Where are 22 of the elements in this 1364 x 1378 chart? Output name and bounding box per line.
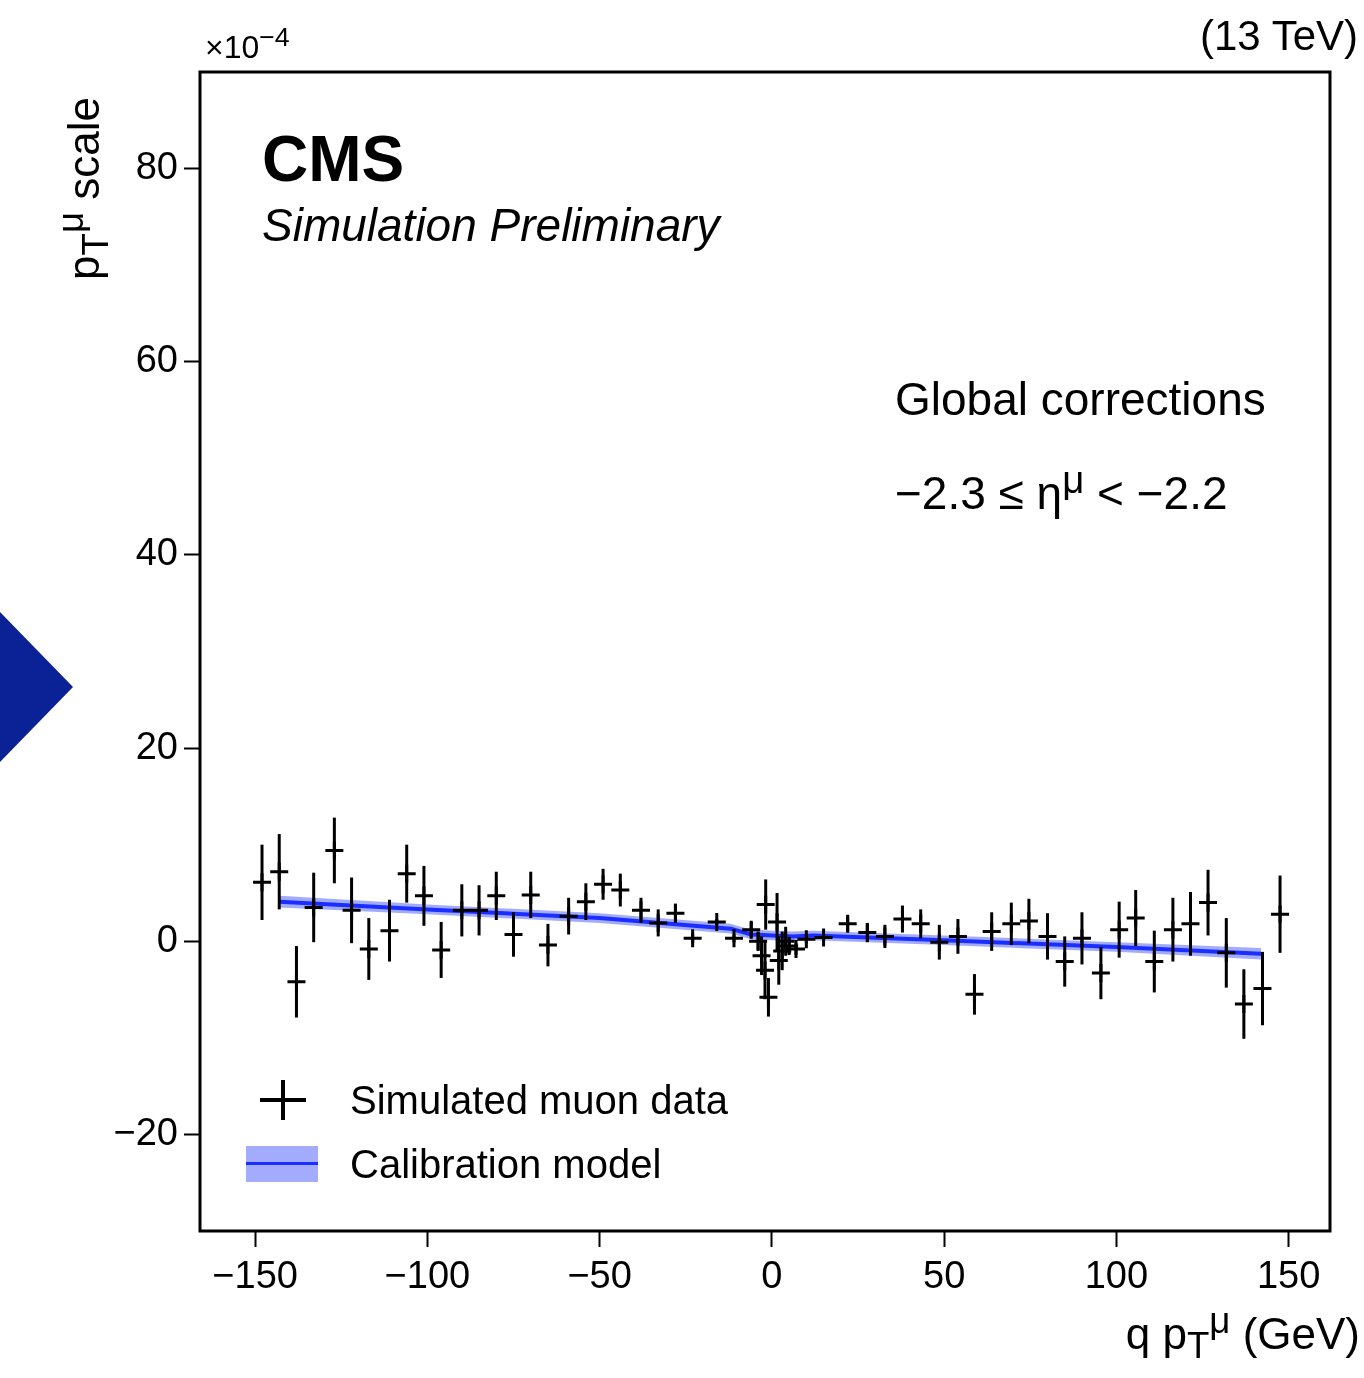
x-tick-label: −50 bbox=[567, 1254, 632, 1297]
annotation: −2.3 ≤ η$^{μ}$ < −2.2 bbox=[895, 458, 1228, 521]
x-axis-title: q p$_{T}$$^{μ}$ (GeV) bbox=[1125, 1300, 1360, 1368]
text: ×10$^{−4}$ bbox=[205, 22, 290, 66]
x-tick-label: 50 bbox=[923, 1254, 966, 1297]
y-tick-label: 60 bbox=[135, 338, 178, 381]
legend-label: Simulated muon data bbox=[350, 1077, 729, 1123]
legend-label: Calibration model bbox=[350, 1141, 662, 1187]
y-tick-label: 80 bbox=[135, 145, 178, 188]
x-tick-label: 0 bbox=[761, 1254, 783, 1297]
annotation: Global corrections bbox=[895, 372, 1266, 426]
annotation: CMS bbox=[262, 122, 405, 196]
x-tick-label: 150 bbox=[1256, 1254, 1321, 1297]
annotation: Simulation Preliminary bbox=[262, 198, 720, 252]
y-tick-label: −20 bbox=[113, 1110, 178, 1153]
text: (13 TeV) bbox=[1200, 12, 1358, 60]
x-tick-label: −150 bbox=[212, 1254, 298, 1297]
x-tick-label: 100 bbox=[1084, 1254, 1149, 1297]
y-tick-label: 40 bbox=[135, 531, 178, 574]
x-tick-label: −100 bbox=[384, 1254, 471, 1297]
y-tick-label: 0 bbox=[156, 917, 178, 960]
y-tick-label: 20 bbox=[135, 724, 178, 767]
